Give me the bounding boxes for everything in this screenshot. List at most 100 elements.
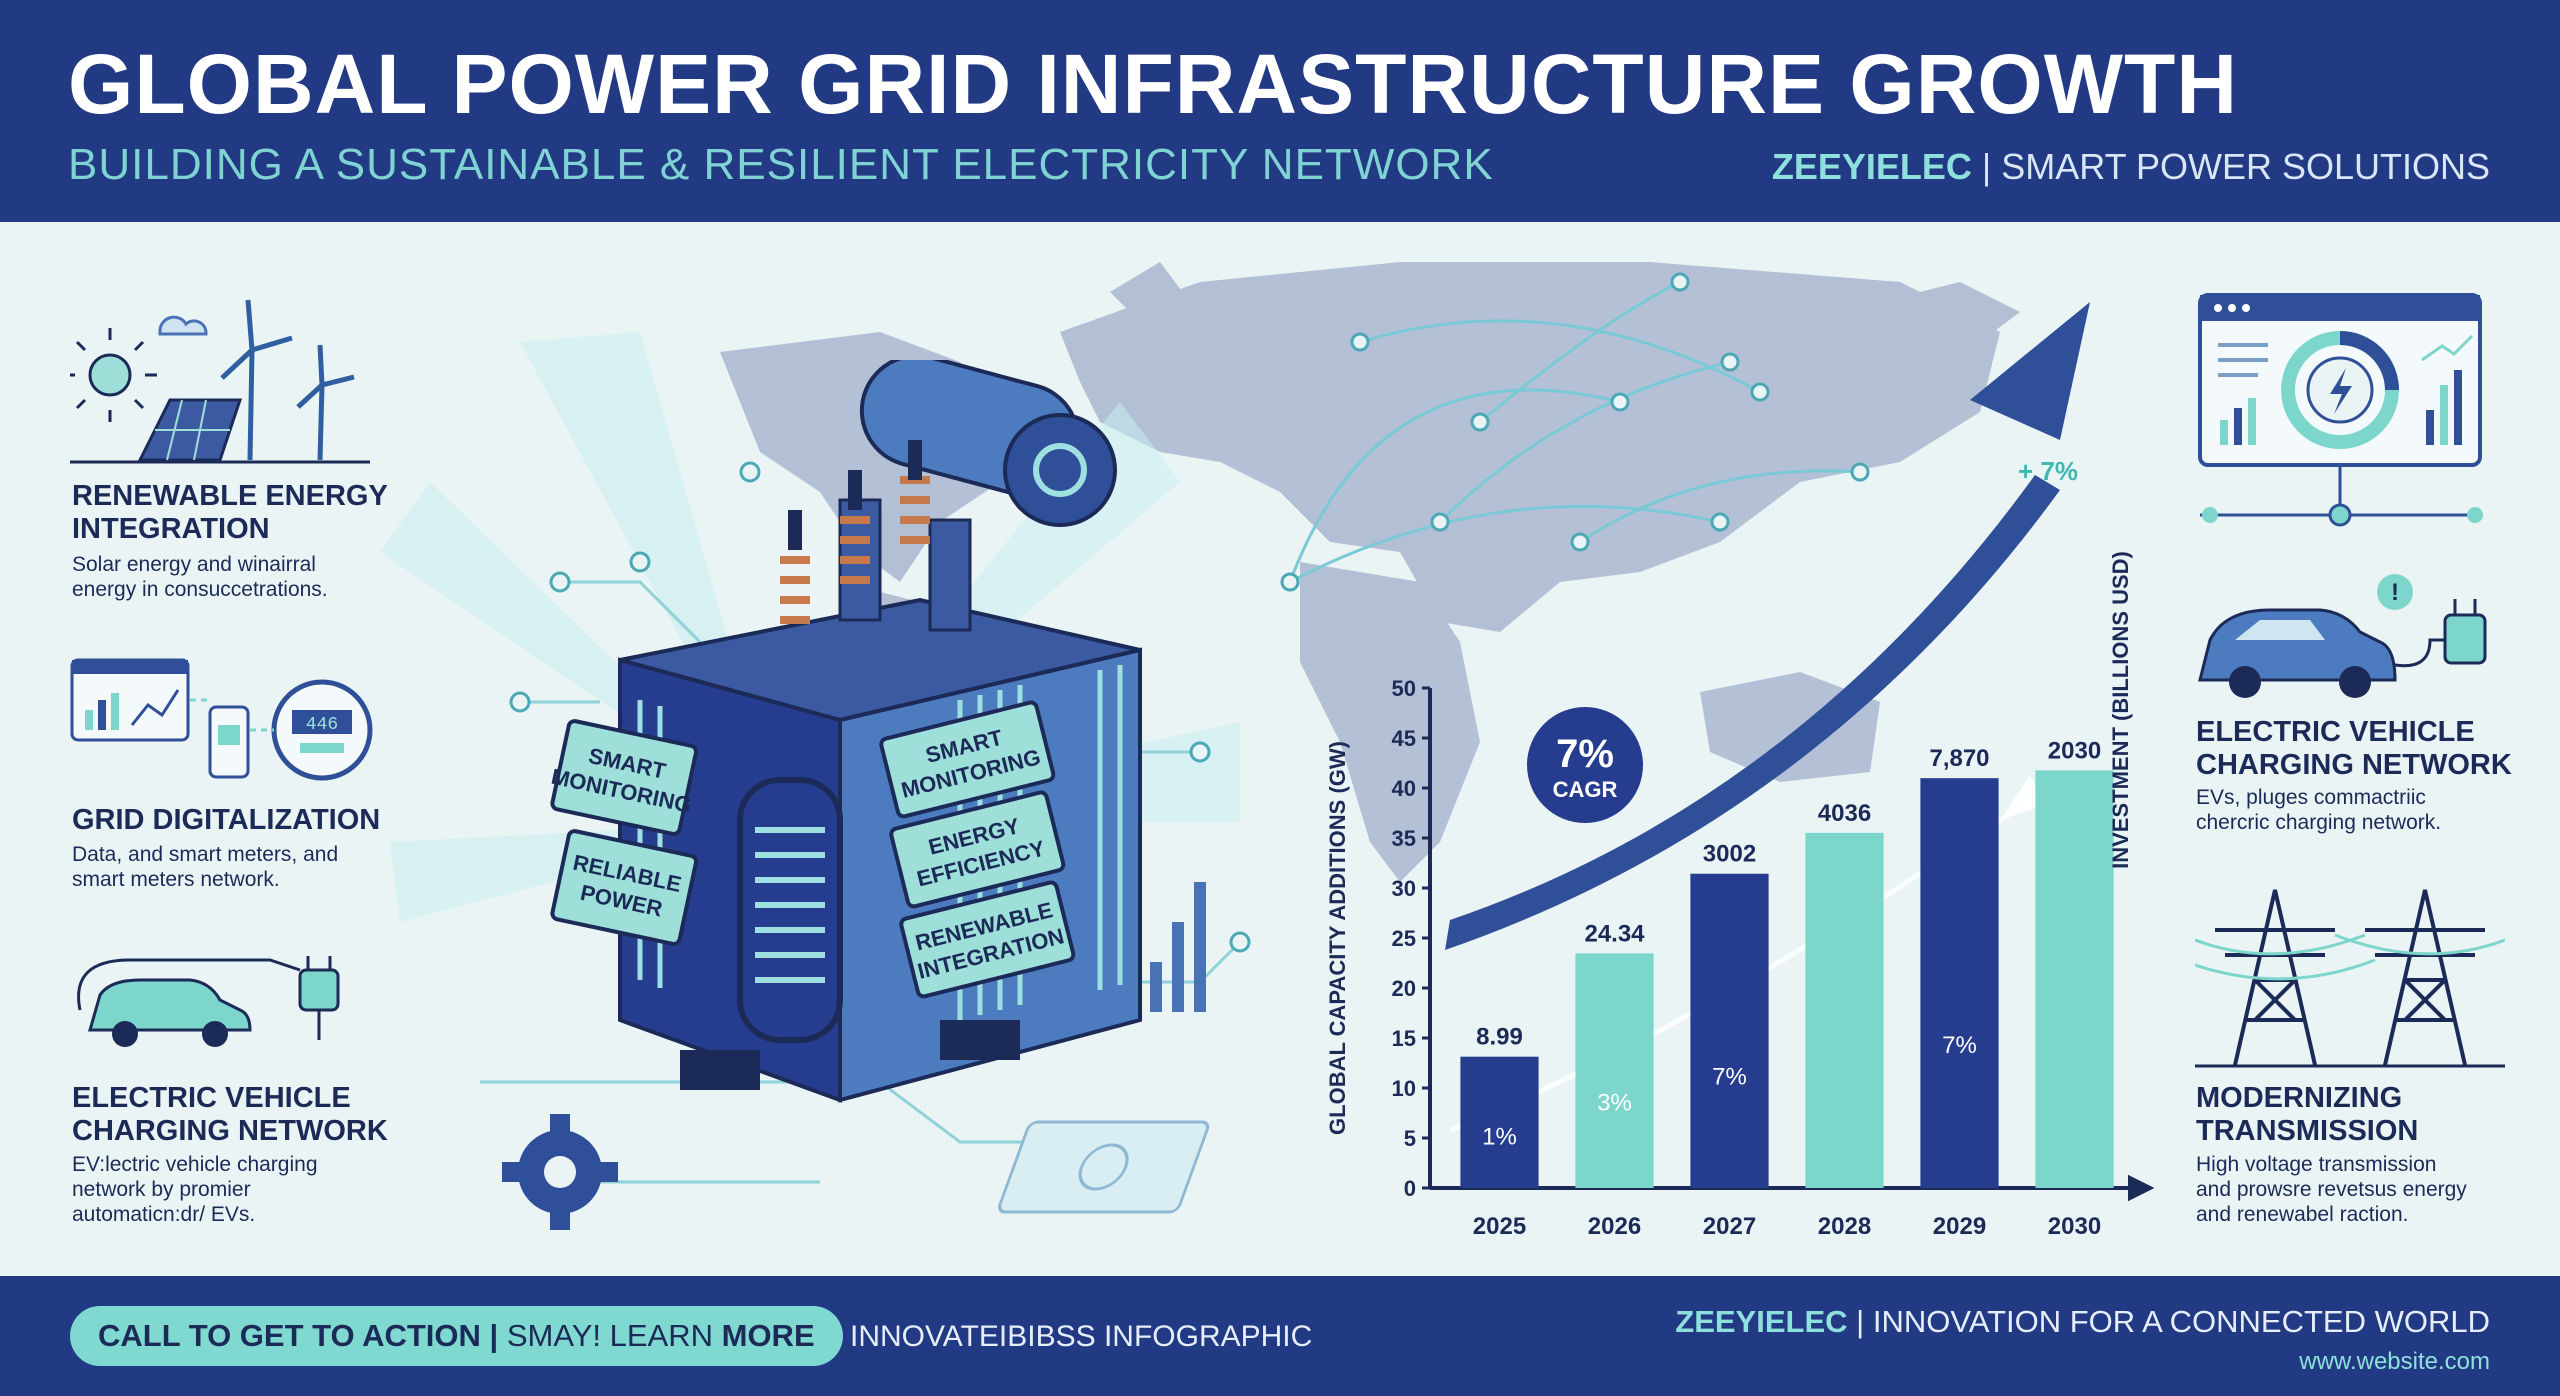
- svg-text:!: !: [2391, 579, 2399, 606]
- transformer-base: [680, 1020, 1020, 1090]
- right-panel-3: RENEWABLE INTEGRATION: [899, 880, 1076, 999]
- x-tick-label: 2025: [1473, 1213, 1526, 1240]
- header-brand-tagline: SMART POWER SOLUTIONS: [2001, 146, 2490, 187]
- right-feature-1-title-line1: ELECTRIC VEHICLE: [2196, 716, 2475, 748]
- cagr-value: 7%: [1556, 732, 1614, 776]
- alert-icon: [2377, 574, 2413, 610]
- ev-charging-icon-left: [77, 956, 340, 1047]
- bar-inner-label: 1%: [1482, 1124, 1517, 1151]
- y-tick-label: 50: [1392, 676, 1416, 701]
- car-icon: [88, 978, 252, 1047]
- left-feature-2-desc-line2: smart meters network.: [72, 868, 280, 891]
- right-feature-2-title-line1: MODERNIZING: [2196, 1082, 2403, 1114]
- right-feature-1-desc-line1: EVs, pluges commactriic: [2196, 786, 2426, 809]
- bar-2029: [1920, 778, 1999, 1188]
- right-panel-2: ENERGY EFFICIENCY: [889, 790, 1066, 909]
- left-panel-2: RELIABLE POWER: [550, 829, 699, 946]
- right-feature-1-desc: EVs, pluges commactriic chercric chargin…: [2196, 785, 2441, 835]
- bar-inner-label: 7%: [1712, 1063, 1747, 1090]
- left-feature-1-title: RENEWABLE ENERGY INTEGRATION: [72, 480, 388, 546]
- cloud-icon: [158, 315, 208, 336]
- sun-icon: [70, 328, 157, 422]
- gear-icon: [502, 1114, 618, 1230]
- bar-value-label: 8.99: [1476, 1024, 1523, 1051]
- cta-button[interactable]: CALL TO GET TO ACTION | SMAY! LEARN MORE: [70, 1306, 843, 1366]
- footer-brand-separator: |: [1856, 1304, 1873, 1339]
- left-feature-2-desc: Data, and smart meters, and smart meters…: [72, 842, 338, 892]
- bar-value-label: 7,870: [1929, 745, 1989, 772]
- growth-arrow: [1445, 302, 2090, 950]
- left-feature-1-desc-line1: Solar energy and winairral: [72, 553, 316, 576]
- cta-part-1: CALL TO GET TO ACTION: [98, 1318, 481, 1353]
- x-tick-label: 2028: [1818, 1213, 1871, 1240]
- smart-meter-icon: 446: [271, 679, 373, 781]
- transformer-illustration: SMART MONITORING RELIABLE POWER SMART MO…: [549, 360, 1142, 1103]
- bar-value-label: 4036: [1818, 800, 1871, 827]
- right-feature-1-title: ELECTRIC VEHICLE CHARGING NETWORK: [2196, 716, 2512, 782]
- renewable-energy-icon: [70, 299, 370, 464]
- small-bars-icon: [1150, 882, 1206, 1012]
- left-feature-3-title-line2: CHARGING NETWORK: [72, 1115, 388, 1147]
- bar-2030: [2035, 770, 2114, 1188]
- website-link[interactable]: www.website.com: [2299, 1348, 2490, 1375]
- right-feature-2-desc-line3: and renewabel raction.: [2196, 1203, 2409, 1226]
- y-tick-label: 5: [1404, 1126, 1416, 1151]
- header-brand-name: ZEEYIELEC: [1771, 146, 1972, 187]
- y-tick-label: 25: [1392, 926, 1416, 951]
- transformer-tank: [618, 597, 1142, 1103]
- lightning-icon: [2330, 368, 2352, 414]
- left-feature-3-desc: EV:lectric vehicle charging network by p…: [72, 1152, 318, 1227]
- bar-2027: [1690, 873, 1769, 1188]
- footer-brand-tagline: INNOVATION FOR A CONNECTED WORLD: [1872, 1304, 2490, 1339]
- right-feature-1-desc-line2: chercric charging network.: [2196, 811, 2442, 834]
- left-feature-3-desc-line2: network by promier: [72, 1178, 251, 1201]
- left-feature-1-title-line1: RENEWABLE ENERGY: [72, 480, 388, 512]
- tablet-icon: [998, 1120, 1210, 1214]
- left-feature-2-title: GRID DIGITALIZATION: [72, 804, 380, 837]
- y-tick-label: 15: [1392, 1026, 1416, 1051]
- left-feature-3-title: ELECTRIC VEHICLE CHARGING NETWORK: [72, 1082, 388, 1148]
- x-tick-label: 2029: [1933, 1213, 1986, 1240]
- left-feature-1-desc-line2: energy in consuccetrations.: [72, 578, 328, 601]
- footer-banner: CALL TO GET TO ACTION | SMAY! LEARN MORE…: [0, 1276, 2560, 1396]
- coil-icon: [737, 777, 843, 1043]
- phone-icon: [208, 705, 250, 779]
- right-feature-2-desc-line2: and prowsre revetsus energy: [2196, 1178, 2467, 1201]
- y-tick-label: 35: [1392, 826, 1416, 851]
- right-feature-2-desc-line1: High voltage transmission: [2196, 1153, 2437, 1176]
- network-arcs: [1288, 280, 1861, 584]
- footer-brand-name: ZEEYIELEC: [1675, 1304, 1848, 1339]
- bar-value-label: 2030: [2048, 737, 2101, 764]
- header-banner: GLOBAL POWER GRID INFRASTRUCTURE GROWTH …: [0, 0, 2560, 222]
- y-tick-label: 30: [1392, 876, 1416, 901]
- right-feature-2-title: MODERNIZING TRANSMISSION: [2196, 1082, 2418, 1148]
- bar-value-label: 24.34: [1584, 920, 1645, 947]
- left-panel-1: SMART MONITORING: [549, 719, 699, 836]
- right-feature-2-title-line2: TRANSMISSION: [2196, 1115, 2419, 1147]
- monitoring-dashboard-icon: [2198, 293, 2483, 527]
- network-nodes: [1280, 272, 1870, 592]
- x-tick-label: 2027: [1703, 1213, 1756, 1240]
- y-tick-label: 40: [1392, 776, 1416, 801]
- right-feature-1-title-line2: CHARGING NETWORK: [2196, 749, 2512, 781]
- cta-part-3: MORE: [721, 1318, 815, 1353]
- cta-part-2: SMAY! LEARN: [506, 1318, 713, 1353]
- footer-note: INNOVATEIBIBSS INFOGRAPHIC: [850, 1320, 1313, 1353]
- left-feature-3-title-line1: ELECTRIC VEHICLE: [72, 1082, 351, 1114]
- brand-separator: |: [1981, 146, 2002, 187]
- right-feature-2-desc: High voltage transmission and prowsre re…: [2196, 1152, 2467, 1227]
- x-tick-label: 2030: [2048, 1213, 2101, 1240]
- left-feature-2-desc-line1: Data, and smart meters, and: [72, 843, 339, 866]
- bushing-caps: [788, 440, 922, 550]
- meter-display: 446: [306, 715, 338, 735]
- bar-2028: [1805, 832, 1884, 1188]
- y-tick-label: 0: [1404, 1176, 1416, 1201]
- y-tick-label: 20: [1392, 976, 1416, 1001]
- dashboard-icon: [70, 658, 190, 742]
- bar-inner-label: 7%: [1942, 1032, 1977, 1059]
- inner-growth-arrowhead: [2000, 775, 2045, 820]
- x-tick-label: 2026: [1588, 1213, 1641, 1240]
- bar-value-label: 3002: [1703, 841, 1756, 868]
- page-subtitle: BUILDING A SUSTAINABLE & RESILIENT ELECT…: [68, 140, 1494, 189]
